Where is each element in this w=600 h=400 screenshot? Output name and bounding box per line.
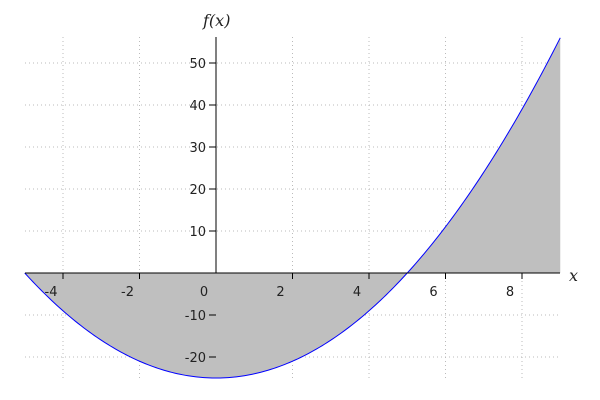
area-fill: [24, 37, 561, 379]
x-axis-label: x: [569, 266, 578, 285]
x-tick-label: 8: [506, 285, 514, 300]
y-tick-label: 50: [189, 57, 206, 72]
y-axis-label: f(x): [202, 11, 230, 30]
y-tick-label: 20: [189, 183, 206, 198]
y-tick-label: -20: [185, 351, 206, 366]
x-tick-label: 6: [429, 285, 437, 300]
x-tick-label: 2: [276, 285, 284, 300]
x-tick-label: 4: [353, 285, 361, 300]
y-tick-label: -10: [185, 309, 206, 324]
x-tick-label: -4: [45, 285, 58, 300]
function-curve: [24, 37, 561, 379]
x-tick-label: 0: [200, 285, 208, 300]
y-tick-label: 30: [189, 141, 206, 156]
x-tick-label: -2: [121, 285, 134, 300]
y-tick-label: 10: [189, 225, 206, 240]
y-tick-label: 40: [189, 99, 206, 114]
